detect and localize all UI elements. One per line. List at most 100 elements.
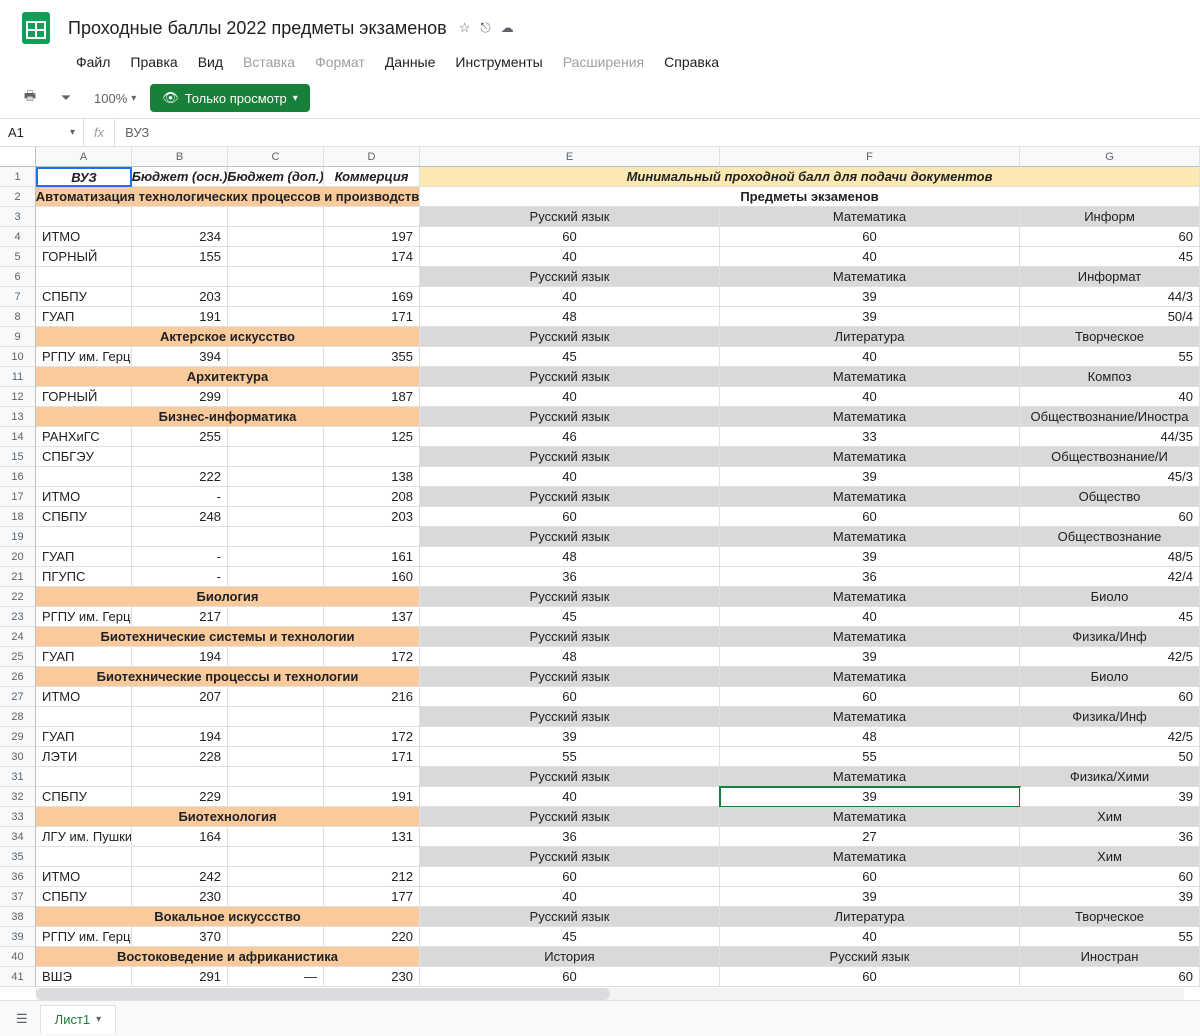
cell[interactable]: ПГУПС — [36, 567, 132, 587]
cell[interactable]: Русский язык — [420, 327, 720, 347]
name-box[interactable]: A1▾ — [0, 119, 84, 146]
cell[interactable] — [36, 207, 132, 227]
row-header[interactable]: 5 — [0, 247, 36, 267]
cell[interactable] — [228, 567, 324, 587]
cell[interactable]: 40 — [720, 347, 1020, 367]
cell[interactable]: Общество — [1020, 487, 1200, 507]
cell[interactable]: 60 — [720, 507, 1020, 527]
cell[interactable]: Биотехнические процессы и технологии — [36, 667, 420, 687]
cell[interactable]: Физика/Инф — [1020, 627, 1200, 647]
row-header[interactable]: 19 — [0, 527, 36, 547]
row-header[interactable]: 24 — [0, 627, 36, 647]
menu-tools[interactable]: Инструменты — [447, 50, 550, 74]
doc-title[interactable]: Проходные баллы 2022 предметы экзаменов — [68, 18, 447, 39]
cell[interactable]: 60 — [720, 867, 1020, 887]
menu-extensions[interactable]: Расширения — [555, 50, 652, 74]
cell[interactable] — [132, 447, 228, 467]
print-icon[interactable]: 🖶 — [16, 84, 44, 112]
cell[interactable]: 203 — [132, 287, 228, 307]
row-header[interactable]: 2 — [0, 187, 36, 207]
cell[interactable]: ГУАП — [36, 307, 132, 327]
cell[interactable]: Информ — [1020, 207, 1200, 227]
row-header[interactable]: 23 — [0, 607, 36, 627]
cell[interactable]: Математика — [720, 667, 1020, 687]
cell[interactable] — [228, 787, 324, 807]
cell[interactable]: 60 — [720, 687, 1020, 707]
cell[interactable]: Бизнес-информатика — [36, 407, 420, 427]
cell[interactable]: Хим — [1020, 807, 1200, 827]
cell[interactable]: 161 — [324, 547, 420, 567]
cell[interactable]: Обществознание/Иностра — [1020, 407, 1200, 427]
cell[interactable]: Русский язык — [420, 907, 720, 927]
cell[interactable]: 60 — [420, 227, 720, 247]
cell[interactable]: 164 — [132, 827, 228, 847]
cell[interactable]: 217 — [132, 607, 228, 627]
menu-help[interactable]: Справка — [656, 50, 727, 74]
cell[interactable]: 46 — [420, 427, 720, 447]
cell[interactable] — [228, 207, 324, 227]
cell[interactable]: 355 — [324, 347, 420, 367]
zoom-select[interactable]: 100% ▾ — [88, 91, 142, 106]
cell[interactable] — [228, 527, 324, 547]
cell[interactable] — [324, 207, 420, 227]
cell[interactable]: ИТМО — [36, 227, 132, 247]
cell[interactable]: 39 — [720, 467, 1020, 487]
cell[interactable]: 39 — [720, 547, 1020, 567]
row-header[interactable]: 15 — [0, 447, 36, 467]
cell[interactable]: Математика — [720, 207, 1020, 227]
cell[interactable]: 125 — [324, 427, 420, 447]
cell[interactable]: 248 — [132, 507, 228, 527]
cell[interactable]: 187 — [324, 387, 420, 407]
cell[interactable]: 60 — [420, 507, 720, 527]
cell[interactable]: 36 — [720, 567, 1020, 587]
row-header[interactable]: 8 — [0, 307, 36, 327]
cell[interactable]: Математика — [720, 587, 1020, 607]
cell[interactable]: Физика/Инф — [1020, 707, 1200, 727]
cell[interactable]: Математика — [720, 447, 1020, 467]
cell[interactable]: Математика — [720, 527, 1020, 547]
cell[interactable]: 48 — [420, 307, 720, 327]
cell[interactable] — [228, 927, 324, 947]
cell[interactable]: ИТМО — [36, 687, 132, 707]
cell[interactable]: 229 — [132, 787, 228, 807]
cell[interactable]: Математика — [720, 847, 1020, 867]
row-header[interactable]: 36 — [0, 867, 36, 887]
cell[interactable]: Обществознание/И — [1020, 447, 1200, 467]
cell[interactable]: 370 — [132, 927, 228, 947]
menu-insert[interactable]: Вставка — [235, 50, 303, 74]
cell[interactable]: 39 — [720, 787, 1020, 807]
cell[interactable]: Русский язык — [720, 947, 1020, 967]
cell[interactable]: Биоло — [1020, 587, 1200, 607]
cell[interactable]: Биотехнические системы и технологии — [36, 627, 420, 647]
col-header[interactable]: D — [324, 147, 420, 167]
cell[interactable]: 60 — [420, 687, 720, 707]
cell[interactable]: 203 — [324, 507, 420, 527]
row-header[interactable]: 29 — [0, 727, 36, 747]
cell[interactable]: 60 — [420, 967, 720, 987]
cell[interactable] — [228, 827, 324, 847]
cell[interactable]: 55 — [720, 747, 1020, 767]
cell[interactable]: 191 — [324, 787, 420, 807]
cell[interactable] — [36, 267, 132, 287]
cell[interactable]: ГУАП — [36, 727, 132, 747]
cell[interactable]: Русский язык — [420, 367, 720, 387]
cell[interactable]: 45 — [420, 607, 720, 627]
cell[interactable]: 39 — [420, 727, 720, 747]
cell[interactable]: 60 — [1020, 967, 1200, 987]
cell[interactable]: Физика/Хими — [1020, 767, 1200, 787]
cell[interactable]: Бюджет (доп.) — [228, 167, 324, 187]
cell[interactable] — [324, 447, 420, 467]
row-header[interactable]: 10 — [0, 347, 36, 367]
cell[interactable]: Русский язык — [420, 587, 720, 607]
cell[interactable]: Математика — [720, 767, 1020, 787]
cell[interactable]: 40 — [420, 247, 720, 267]
cell[interactable]: Творческое — [1020, 327, 1200, 347]
cell[interactable] — [228, 767, 324, 787]
row-header[interactable]: 6 — [0, 267, 36, 287]
cell[interactable]: Русский язык — [420, 207, 720, 227]
row-header[interactable]: 33 — [0, 807, 36, 827]
row-header[interactable]: 14 — [0, 427, 36, 447]
cell[interactable]: 55 — [1020, 927, 1200, 947]
cell[interactable] — [228, 707, 324, 727]
corner-cell[interactable] — [0, 147, 36, 167]
